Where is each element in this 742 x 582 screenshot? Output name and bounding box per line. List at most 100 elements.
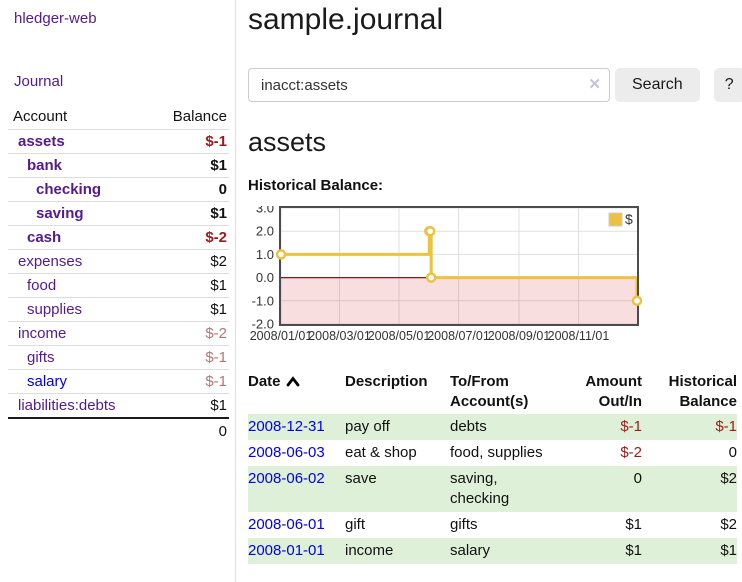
transaction-amount: 0 bbox=[633, 470, 642, 487]
account-link-gifts[interactable]: gifts bbox=[27, 349, 55, 366]
help-button[interactable]: ? bbox=[713, 68, 742, 102]
account-row: supplies $1 bbox=[8, 297, 229, 322]
account-row: expenses $2 bbox=[8, 249, 229, 274]
account-balance: $1 bbox=[148, 273, 229, 298]
transaction-date-link[interactable]: 2008-01-01 bbox=[248, 542, 325, 559]
register-row: 2008-06-03 eat & shop food, supplies $-2 0 bbox=[248, 440, 737, 466]
account-link-assets[interactable]: assets bbox=[18, 133, 65, 150]
chart-canvas[interactable]: $3.0 2.0 1.0 0.0 -1.0 -2.02008/01/012008/03/0… bbox=[248, 201, 643, 352]
account-link-saving[interactable]: saving bbox=[36, 205, 84, 222]
x-tick-label: 2008/03/01 bbox=[308, 329, 371, 343]
account-title: assets bbox=[248, 127, 327, 157]
x-tick-label: 2008/11/01 bbox=[548, 329, 610, 343]
account-row: cash $-2 bbox=[8, 225, 229, 250]
account-balance: $1 bbox=[148, 393, 229, 419]
search-input[interactable] bbox=[248, 68, 610, 102]
register-col-historical-balance: Historical Balance bbox=[668, 373, 737, 410]
y-tick-label: 1.0 bbox=[256, 247, 274, 262]
account-balance: $1 bbox=[148, 153, 229, 178]
account-balance: $-1 bbox=[148, 369, 229, 394]
x-tick-label: 2008/09/01 bbox=[488, 329, 551, 343]
y-tick-label: 3.0 bbox=[256, 206, 274, 216]
account-balance: $1 bbox=[148, 201, 229, 226]
account-balance: $-2 bbox=[148, 321, 229, 346]
account-link-food[interactable]: food bbox=[27, 277, 57, 294]
register-col-description: Description bbox=[345, 373, 428, 390]
chart-heading: Historical Balance: bbox=[248, 177, 384, 194]
sort-ascending-icon bbox=[286, 376, 299, 387]
transaction-description: eat & shop bbox=[345, 444, 417, 461]
account-link-salary[interactable]: salary bbox=[27, 373, 68, 390]
transaction-date-link[interactable]: 2008-06-01 bbox=[248, 516, 325, 533]
register-row: 2008-12-31 pay off debts $-1 $-1 bbox=[248, 414, 737, 440]
main-content: sample.journal ✕ Search ? assets Histori… bbox=[237, 0, 742, 564]
data-point-marker[interactable] bbox=[631, 295, 643, 307]
sidebar-item-journal[interactable]: Journal bbox=[14, 73, 64, 90]
account-link-income[interactable]: income bbox=[18, 325, 67, 342]
account-balance: $-2 bbox=[148, 225, 229, 250]
register-col-date[interactable]: Date bbox=[248, 370, 345, 414]
legend-label: $ bbox=[625, 211, 633, 227]
account-row: salary $-1 bbox=[8, 369, 229, 394]
historical-balance-chart[interactable]: $3.0 2.0 1.0 0.0 -1.0 -2.0 2008/01/01 2008/03/0… bbox=[248, 201, 643, 352]
x-tick-label: 2008/07/01 bbox=[427, 329, 490, 343]
account-balance: $-1 bbox=[148, 129, 229, 154]
accounts-total-value: 0 bbox=[148, 417, 229, 444]
transaction-description: income bbox=[345, 542, 394, 559]
plot-border bbox=[279, 206, 639, 326]
register-header-row: Date Description To/From Account(s) Amount … bbox=[248, 370, 737, 414]
transaction-description: gift bbox=[345, 516, 366, 533]
x-tick-label: 2008/05/01 bbox=[368, 329, 431, 343]
x-tick-label: 2008/01/01 bbox=[250, 329, 313, 343]
register-col-amount-out-in: Amount Out/In bbox=[585, 373, 642, 410]
account-link-checking[interactable]: checking bbox=[36, 181, 102, 198]
account-link-expenses[interactable]: expenses bbox=[18, 253, 83, 270]
register-row: 2008-01-01 income salary $1 $1 bbox=[248, 538, 737, 564]
legend-swatch bbox=[608, 212, 623, 227]
accounts-header-account: Account bbox=[8, 105, 149, 130]
account-row: liabilities:debts $1 bbox=[8, 393, 229, 419]
data-point-marker[interactable] bbox=[424, 225, 436, 237]
transaction-description: save bbox=[345, 470, 377, 487]
data-point-marker[interactable] bbox=[275, 249, 287, 260]
account-link-cash[interactable]: cash bbox=[27, 229, 62, 246]
transaction-date-link[interactable]: 2008-12-31 bbox=[248, 418, 325, 435]
transaction-description: pay off bbox=[345, 418, 390, 435]
register-row: 2008-06-02 save saving, checking 0 $2 bbox=[248, 466, 737, 512]
clear-search-icon[interactable]: ✕ bbox=[588, 76, 601, 93]
y-tick-label: 0.0 bbox=[256, 270, 274, 285]
account-balance: 0 bbox=[148, 177, 229, 202]
account-row: income $-2 bbox=[8, 321, 229, 346]
transaction-accounts: salary bbox=[450, 542, 491, 559]
transaction-balance: $2 bbox=[720, 470, 737, 487]
transaction-amount: $1 bbox=[625, 516, 642, 533]
data-point-marker[interactable] bbox=[425, 272, 437, 283]
account-link-bank[interactable]: bank bbox=[27, 157, 63, 174]
account-link-liabilities-debts[interactable]: liabilities:debts bbox=[18, 397, 116, 414]
transaction-balance: 0 bbox=[728, 444, 737, 461]
sidebar: hledger-web Journal Account Balance asse… bbox=[0, 0, 236, 582]
accounts-total-row: 0 bbox=[8, 417, 229, 444]
brand-link[interactable]: hledger-web bbox=[14, 10, 97, 27]
accounts-total-spacer bbox=[8, 417, 149, 444]
account-link-supplies[interactable]: supplies bbox=[27, 301, 83, 318]
transaction-accounts: food, supplies bbox=[450, 444, 543, 461]
account-row: assets $-1 bbox=[8, 129, 229, 154]
transaction-balance: $-1 bbox=[715, 418, 737, 435]
account-balance: $1 bbox=[148, 297, 229, 322]
transaction-amount: $1 bbox=[625, 542, 642, 559]
transaction-date-link[interactable]: 2008-06-03 bbox=[248, 444, 325, 461]
accounts-header-balance: Balance bbox=[148, 105, 229, 130]
transaction-balance: $2 bbox=[720, 516, 737, 533]
search-button[interactable]: Search bbox=[615, 68, 700, 102]
transaction-accounts: saving, checking bbox=[450, 470, 510, 507]
account-row: saving $1 bbox=[8, 201, 229, 226]
transaction-balance: $1 bbox=[720, 542, 737, 559]
transaction-date-link[interactable]: 2008-06-02 bbox=[248, 470, 325, 487]
y-tick-label: 2.0 bbox=[256, 224, 274, 239]
y-tick-label: -2.0 bbox=[252, 317, 274, 332]
y-tick-label: -1.0 bbox=[252, 293, 274, 308]
register-col-to-from-account-s-: To/From Account(s) bbox=[450, 373, 529, 410]
page-title: sample.journal bbox=[248, 3, 444, 36]
